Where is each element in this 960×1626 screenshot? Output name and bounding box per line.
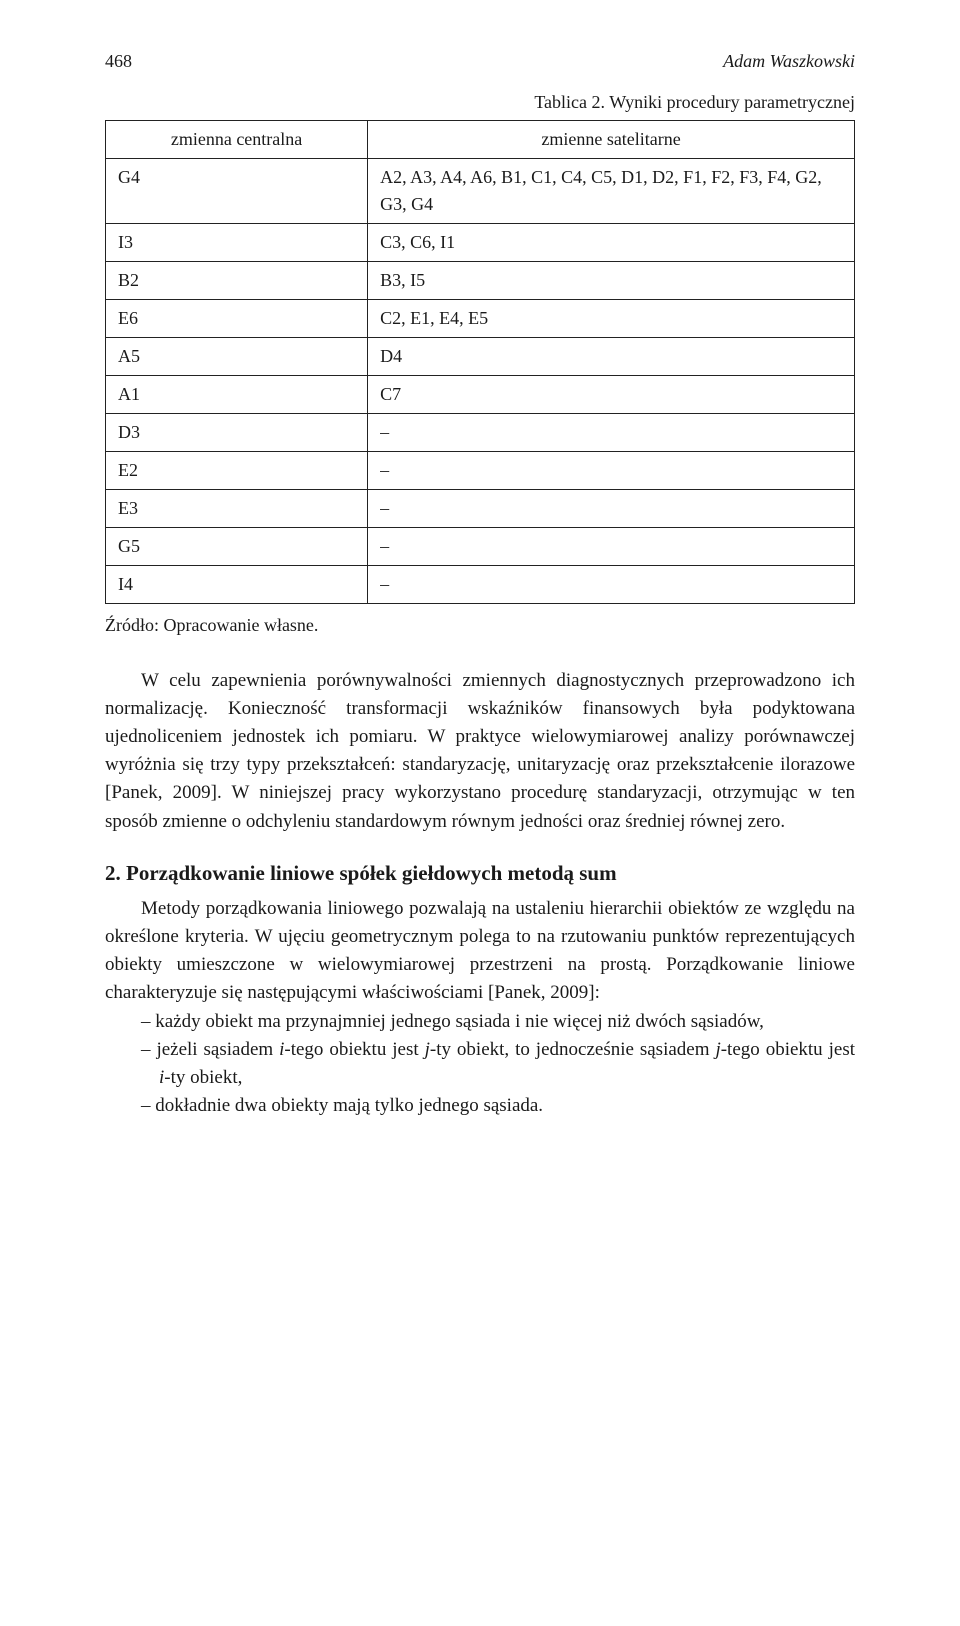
table-cell: A2, A3, A4, A6, B1, C1, C4, C5, D1, D2, … [368, 159, 855, 224]
table-cell: E6 [106, 300, 368, 338]
table-cell: – [368, 528, 855, 566]
table-cell: D3 [106, 414, 368, 452]
page-number: 468 [105, 48, 132, 75]
table-cell: B2 [106, 262, 368, 300]
table-cell: – [368, 490, 855, 528]
table-row: A5D4 [106, 338, 855, 376]
table-cell: B3, I5 [368, 262, 855, 300]
table-row: I3C3, C6, I1 [106, 224, 855, 262]
table-row: I4– [106, 566, 855, 604]
table-row: G5– [106, 528, 855, 566]
column-header: zmienna centralna [106, 121, 368, 159]
table-row: E2– [106, 452, 855, 490]
table-cell: C7 [368, 376, 855, 414]
table-row: B2B3, I5 [106, 262, 855, 300]
list-item: każdy obiekt ma przynajmniej jednego sąs… [123, 1008, 855, 1036]
column-header: zmienne satelitarne [368, 121, 855, 159]
bullet-list: każdy obiekt ma przynajmniej jednego sąs… [105, 1008, 855, 1120]
table-cell: I3 [106, 224, 368, 262]
table-cell: – [368, 566, 855, 604]
table-cell: E3 [106, 490, 368, 528]
table-row: A1C7 [106, 376, 855, 414]
table-cell: G5 [106, 528, 368, 566]
parameter-table: zmienna centralna zmienne satelitarne G4… [105, 120, 855, 604]
page-author: Adam Waszkowski [723, 48, 855, 75]
table-caption: Tablica 2. Wyniki procedury parametryczn… [105, 89, 855, 116]
table-header-row: zmienna centralna zmienne satelitarne [106, 121, 855, 159]
table-cell: D4 [368, 338, 855, 376]
body-paragraph: W celu zapewnienia porównywalności zmien… [105, 667, 855, 836]
table-cell: E2 [106, 452, 368, 490]
table-cell: C2, E1, E4, E5 [368, 300, 855, 338]
table-cell: – [368, 452, 855, 490]
table-cell: – [368, 414, 855, 452]
table-row: E3– [106, 490, 855, 528]
table-row: G4A2, A3, A4, A6, B1, C1, C4, C5, D1, D2… [106, 159, 855, 224]
table-cell: A1 [106, 376, 368, 414]
table-cell: C3, C6, I1 [368, 224, 855, 262]
section-heading: 2. Porządkowanie liniowe spółek giełdowy… [105, 858, 855, 890]
list-item: dokładnie dwa obiekty mają tylko jednego… [123, 1092, 855, 1120]
page-header: 468 Adam Waszkowski [105, 48, 855, 75]
table-row: E6C2, E1, E4, E5 [106, 300, 855, 338]
table-cell: A5 [106, 338, 368, 376]
table-row: D3– [106, 414, 855, 452]
table-cell: I4 [106, 566, 368, 604]
table-cell: G4 [106, 159, 368, 224]
table-source: Źródło: Opracowanie własne. [105, 612, 855, 639]
section-intro: Metody porządkowania liniowego pozwalają… [105, 895, 855, 1007]
list-item: jeżeli sąsiadem i-tego obiektu jest j-ty… [123, 1036, 855, 1092]
